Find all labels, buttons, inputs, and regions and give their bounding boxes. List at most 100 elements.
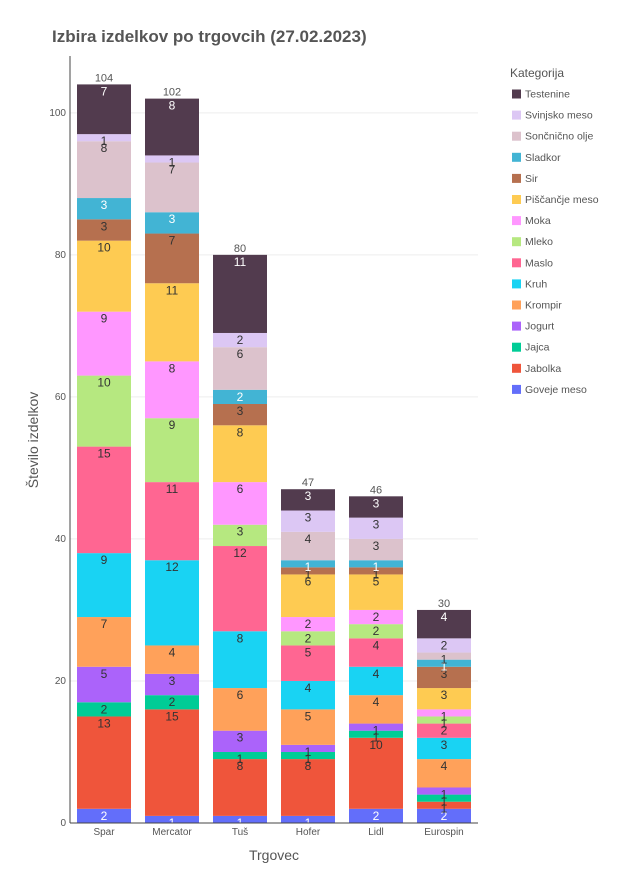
segment-value-label: 3 (441, 688, 448, 702)
bar-segment (281, 815, 335, 823)
segment-value-label: 3 (237, 525, 244, 539)
legend-swatch (512, 300, 521, 310)
bar-segment (213, 546, 267, 632)
bar-total-label: 46 (370, 484, 382, 496)
segment-value-label: 1 (441, 795, 448, 809)
bar-segment (77, 375, 131, 447)
x-tick-label: Mercator (152, 827, 192, 838)
legend-item-label: Sladkor (525, 152, 561, 164)
legend-swatch (512, 258, 521, 268)
segment-value-label: 3 (373, 518, 380, 532)
segment-value-label: 6 (237, 347, 244, 361)
bar-segment (281, 709, 335, 745)
bar-segment (213, 254, 267, 333)
segment-value-label: 12 (233, 546, 247, 560)
y-tick-label: 40 (55, 534, 67, 545)
segment-value-label: 8 (101, 141, 108, 155)
bars (77, 84, 471, 823)
segment-value-label: 1 (373, 567, 380, 581)
bar-segment (213, 482, 267, 525)
y-tick-label: 60 (55, 392, 67, 403)
segment-value-label: 2 (373, 624, 380, 638)
bar-segment (213, 332, 267, 348)
bar-segment (281, 560, 335, 568)
bar-segment (77, 716, 131, 809)
bar-segment (281, 510, 335, 532)
bar-segment (417, 666, 471, 689)
bar-segment (281, 489, 335, 511)
bar-segment (417, 801, 471, 809)
bar-segment (281, 759, 335, 816)
segment-value-label: 1 (305, 560, 312, 574)
bar-segment (213, 751, 267, 760)
segment-value-label: 1 (169, 155, 176, 169)
bar-segment (349, 638, 403, 667)
segment-value-label: 9 (101, 312, 108, 326)
segment-value-label: 1 (441, 653, 448, 667)
segment-value-label: 3 (237, 731, 244, 745)
grid (70, 112, 478, 682)
legend-item-label: Kruh (525, 278, 547, 290)
bar-segment (349, 517, 403, 539)
segment-value-label: 1 (305, 567, 312, 581)
segment-value-label: 4 (373, 638, 380, 652)
segment-value-label: 3 (101, 198, 108, 212)
bar-segment (417, 609, 471, 639)
x-tick-label: Eurospin (424, 827, 463, 838)
segment-value-label: 1 (441, 802, 448, 816)
bar-segment (417, 688, 471, 710)
bar-total-label: 80 (234, 243, 246, 255)
bar-segment (77, 666, 131, 703)
segment-value-label: 1 (441, 660, 448, 674)
bar-segment (417, 737, 471, 760)
segment-value-label: 6 (237, 688, 244, 702)
legend-item-label: Sončnično olje (525, 131, 593, 143)
bar-segment (417, 709, 471, 717)
segment-value-label: 11 (166, 482, 179, 496)
segment-value-label: 1 (373, 724, 380, 738)
legend-item-label: Jogurt (525, 321, 554, 333)
segment-value-label: 2 (373, 809, 380, 823)
segment-labels: 2132579151091033817104115234121198117371… (95, 72, 450, 829)
bar-segment (349, 567, 403, 575)
legend-swatch (512, 195, 521, 204)
segment-value-label: 8 (169, 361, 176, 375)
bar-segment (281, 531, 335, 561)
x-tick-label: Spar (93, 827, 115, 838)
bar-total-label: 104 (95, 72, 113, 84)
segment-value-label: 8 (237, 759, 244, 773)
bar-segment (349, 723, 403, 731)
legend-swatch (512, 173, 521, 183)
segment-value-label: 4 (441, 759, 448, 773)
bar-segment (145, 283, 199, 362)
bar-segment (77, 240, 131, 312)
bar-segment (145, 695, 199, 710)
segment-value-label: 3 (373, 496, 380, 510)
bar-segment (77, 446, 131, 554)
bar-segment (349, 737, 403, 809)
chart-title: Izbira izdelkov po trgovcih (27.02.2023) (52, 27, 367, 46)
bar-segment (349, 538, 403, 561)
segment-value-label: 4 (305, 532, 312, 546)
bar-segment (213, 688, 267, 731)
segment-value-label: 15 (97, 447, 111, 461)
segment-value-label: 1 (305, 752, 312, 766)
segment-value-label: 2 (305, 631, 312, 645)
y-tick-label: 80 (55, 250, 67, 261)
segment-value-label: 6 (237, 482, 244, 496)
segment-value-label: 11 (234, 255, 247, 269)
bar-segment (417, 787, 471, 795)
segment-value-label: 5 (373, 574, 380, 588)
segment-value-label: 15 (165, 709, 179, 723)
bar-segment (145, 162, 199, 213)
segment-value-label: 4 (169, 645, 176, 659)
bar-segment (417, 759, 471, 788)
legend-item-label: Sir (525, 173, 538, 185)
bar-segment (213, 730, 267, 752)
segment-value-label: 4 (373, 667, 380, 681)
segment-value-label: 7 (169, 234, 176, 248)
bar-segment (281, 680, 335, 710)
segment-value-label: 8 (305, 759, 312, 773)
segment-value-label: 2 (441, 638, 448, 652)
bar-segment (77, 84, 131, 135)
